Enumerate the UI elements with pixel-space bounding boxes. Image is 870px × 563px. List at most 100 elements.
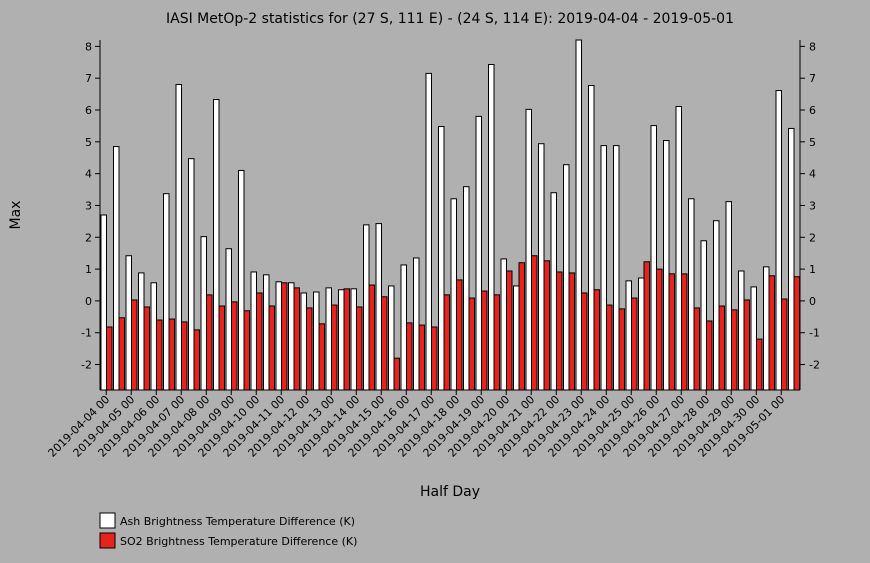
- bar: [681, 273, 688, 391]
- bar: [475, 115, 482, 391]
- y-tick-label: 2: [85, 231, 92, 244]
- y2-tick-label: 7: [809, 72, 816, 85]
- bar: [643, 261, 650, 391]
- bar: [493, 294, 500, 391]
- bar: [588, 85, 595, 391]
- y2-tick-label: 6: [809, 104, 816, 117]
- bar: [368, 284, 375, 391]
- bar: [218, 305, 225, 391]
- bar: [568, 272, 575, 391]
- y-tick-label: 5: [85, 136, 92, 149]
- bar: [531, 255, 538, 391]
- bar: [231, 301, 238, 391]
- bar: [338, 289, 345, 391]
- bar: [593, 289, 600, 391]
- bar: [100, 214, 107, 391]
- bar: [125, 255, 132, 391]
- bar: [518, 262, 525, 391]
- bar: [281, 282, 288, 391]
- y-tick-label: -1: [81, 327, 92, 340]
- bar: [488, 64, 495, 391]
- y2-tick-label: 4: [809, 168, 816, 181]
- bar: [288, 282, 295, 391]
- bar: [256, 292, 263, 391]
- bar: [693, 307, 700, 391]
- bar: [625, 280, 632, 391]
- bar: [431, 326, 438, 391]
- bar: [650, 125, 657, 391]
- bar: [781, 298, 788, 391]
- bar: [775, 90, 782, 391]
- bar: [600, 145, 607, 391]
- bar: [363, 224, 370, 391]
- bar: [713, 220, 720, 391]
- bar: [656, 268, 663, 391]
- bar: [325, 287, 332, 391]
- x-axis-label: Half Day: [420, 484, 480, 500]
- bar: [718, 305, 725, 391]
- bar: [413, 257, 420, 391]
- bar: [506, 270, 513, 391]
- y2-tick-label: 1: [809, 263, 816, 276]
- bar: [163, 193, 170, 391]
- bar: [543, 260, 550, 391]
- y2-tick-label: 3: [809, 199, 816, 212]
- bar: [613, 145, 620, 391]
- y2-tick-label: -2: [809, 359, 820, 372]
- y-tick-label: 4: [85, 168, 92, 181]
- bar: [763, 266, 770, 391]
- bar: [750, 286, 757, 391]
- bar: [213, 99, 220, 391]
- bar: [293, 287, 300, 391]
- bar: [306, 307, 313, 391]
- bar: [188, 158, 195, 391]
- bar: [731, 309, 738, 391]
- bar: [400, 264, 407, 391]
- bar: [513, 285, 520, 391]
- bar: [238, 169, 245, 391]
- y-tick-label: 3: [85, 199, 92, 212]
- y-tick-label: 0: [85, 295, 92, 308]
- bar: [168, 318, 175, 391]
- legend-label: Ash Brightness Temperature Difference (K…: [120, 515, 355, 528]
- bar: [688, 198, 695, 391]
- bar: [193, 329, 200, 391]
- bar: [268, 305, 275, 391]
- bar: [425, 72, 432, 391]
- legend-label: SO2 Brightness Temperature Difference (K…: [120, 535, 357, 548]
- bar: [443, 294, 450, 391]
- bar: [438, 126, 445, 391]
- bar: [131, 299, 138, 391]
- bar: [381, 296, 388, 391]
- y-tick-label: -2: [81, 359, 92, 372]
- bar: [525, 108, 532, 391]
- y-tick-label: 1: [85, 263, 92, 276]
- bar: [388, 285, 395, 391]
- bar: [538, 143, 545, 391]
- bar: [581, 292, 588, 391]
- bar: [181, 321, 188, 391]
- bar: [150, 282, 157, 391]
- bar: [300, 292, 307, 391]
- legend-swatch: [99, 532, 116, 549]
- bar: [575, 39, 582, 391]
- bar: [206, 294, 213, 391]
- y2-tick-label: 2: [809, 231, 816, 244]
- bar: [788, 127, 795, 391]
- bar: [418, 324, 425, 391]
- bar: [563, 164, 570, 391]
- bar: [106, 326, 113, 391]
- bar: [175, 84, 182, 391]
- y2-tick-label: 5: [809, 136, 816, 149]
- bar: [275, 281, 282, 391]
- bar: [318, 323, 325, 391]
- bar: [138, 272, 145, 391]
- bar: [500, 258, 507, 391]
- bar: [606, 304, 613, 391]
- bar: [406, 322, 413, 391]
- bar: [375, 223, 382, 391]
- bar: [725, 201, 732, 391]
- bar: [481, 290, 488, 391]
